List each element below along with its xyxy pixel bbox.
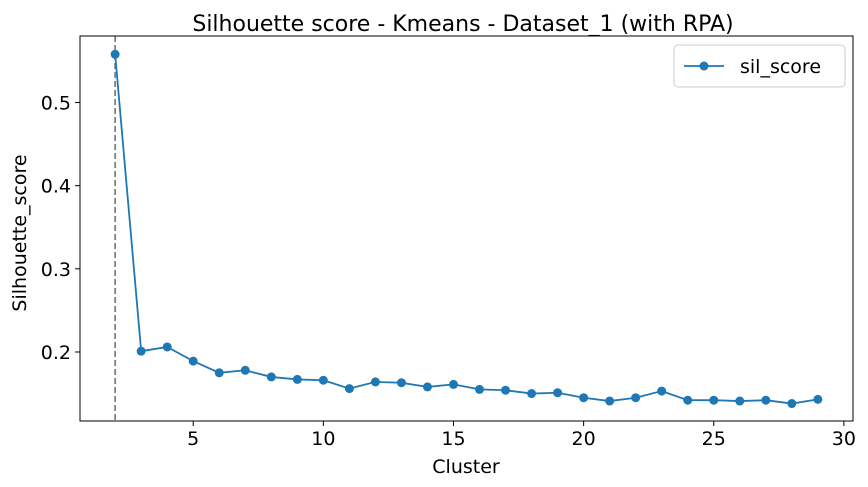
data-point-3: [136, 346, 146, 356]
data-point-7: [240, 365, 250, 375]
x-tick-label-30: 30: [832, 428, 856, 450]
y-axis-label: Silhouette_score: [9, 154, 31, 311]
data-point-10: [318, 375, 328, 385]
data-point-25: [709, 395, 719, 405]
data-point-11: [344, 384, 354, 394]
x-tick-label-25: 25: [702, 428, 726, 450]
legend: sil_score: [673, 44, 846, 88]
data-point-24: [683, 395, 693, 405]
data-point-16: [475, 384, 485, 394]
data-point-15: [448, 379, 458, 389]
x-tick-label-10: 10: [311, 428, 335, 450]
data-point-2: [110, 49, 120, 59]
x-tick-label-15: 15: [441, 428, 465, 450]
data-point-8: [266, 372, 276, 382]
data-point-4: [162, 342, 172, 352]
chart-title: Silhouette score - Kmeans - Dataset_1 (w…: [192, 12, 733, 37]
data-point-17: [501, 385, 511, 395]
data-point-19: [553, 388, 563, 398]
y-tick-label-0.5: 0.5: [41, 93, 71, 115]
y-tick-label-0.2: 0.2: [41, 342, 71, 364]
legend-marker: [699, 61, 709, 71]
legend-label: sil_score: [740, 56, 821, 78]
data-point-23: [657, 386, 667, 396]
data-point-9: [292, 374, 302, 384]
data-point-5: [188, 356, 198, 366]
data-point-20: [579, 393, 589, 403]
y-tick-label-0.3: 0.3: [41, 259, 71, 281]
data-point-14: [422, 382, 432, 392]
data-point-18: [527, 389, 537, 399]
series-line-sil_score: [114, 54, 819, 405]
data-point-22: [631, 393, 641, 403]
data-point-29: [813, 394, 823, 404]
data-point-12: [370, 377, 380, 387]
data-point-27: [761, 395, 771, 405]
legend-box: [673, 44, 846, 88]
data-point-21: [605, 396, 615, 406]
y-tick-label-0.4: 0.4: [41, 176, 71, 198]
data-point-26: [735, 396, 745, 406]
x-axis-label: Cluster: [432, 456, 500, 478]
data-point-13: [396, 378, 406, 388]
x-tick-label-20: 20: [572, 428, 596, 450]
data-point-6: [214, 368, 224, 378]
x-tick-label-5: 5: [187, 428, 199, 450]
data-point-28: [787, 399, 797, 409]
plot-area: 5 10 15 20 25 30 0.2 0.3 0.4 0.5: [41, 35, 856, 450]
axes-frame: [79, 35, 854, 422]
